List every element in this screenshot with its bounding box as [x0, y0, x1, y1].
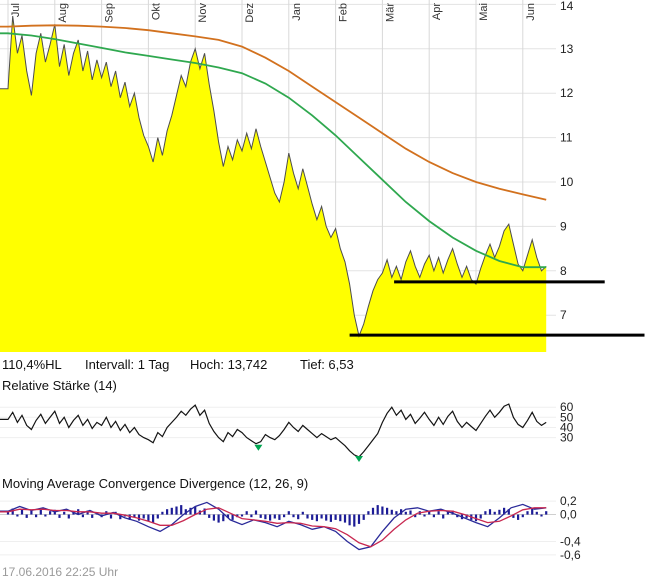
svg-text:-0,6: -0,6 — [560, 548, 581, 562]
info-bar: 110,4%HL Intervall: 1 Tag Hoch: 13,742 Tief… — [2, 357, 642, 373]
highlow-percent-label: 110,4%HL — [2, 357, 62, 372]
macd-chart[interactable]: 0,20,0 -0,4-0,6 — [0, 493, 645, 563]
svg-text:Okt: Okt — [150, 3, 162, 20]
svg-text:Dez: Dez — [244, 3, 256, 23]
svg-text:Apr: Apr — [431, 3, 443, 20]
interval-label: Intervall: 1 Tag — [85, 357, 170, 372]
svg-text:40: 40 — [560, 421, 574, 435]
svg-text:Jan: Jan — [291, 3, 303, 21]
svg-text:12: 12 — [560, 86, 574, 100]
svg-text:0,0: 0,0 — [560, 508, 577, 522]
svg-text:Feb: Feb — [338, 3, 350, 22]
svg-text:Mai: Mai — [478, 3, 490, 21]
svg-text:11: 11 — [560, 131, 573, 145]
low-value-label: Tief: 6,53 — [300, 357, 354, 372]
svg-text:14: 14 — [560, 0, 574, 13]
timestamp: 17.06.2016 22:25 Uhr — [2, 565, 119, 579]
svg-text:Mär: Mär — [384, 3, 396, 22]
svg-text:Aug: Aug — [57, 3, 69, 23]
svg-text:7: 7 — [560, 308, 567, 322]
svg-text:9: 9 — [560, 219, 567, 233]
svg-text:60: 60 — [560, 400, 574, 414]
svg-text:Jul: Jul — [10, 3, 22, 17]
high-value-label: Hoch: 13,742 — [190, 357, 268, 372]
svg-text:30: 30 — [560, 431, 574, 445]
svg-text:50: 50 — [560, 410, 574, 424]
svg-text:Sep: Sep — [104, 3, 116, 23]
svg-text:13: 13 — [560, 42, 574, 56]
svg-text:Nov: Nov — [197, 3, 209, 23]
price-chart[interactable]: Jul Aug Sep Okt Nov Dez Jan Feb Mär Apr Mai Jun 14 13… — [0, 0, 645, 353]
svg-text:10: 10 — [560, 175, 574, 189]
rsi-title: Relative Stärke (14) — [2, 378, 117, 393]
svg-text:-0,4: -0,4 — [560, 535, 581, 549]
macd-title: Moving Average Convergence Divergence (1… — [2, 476, 309, 491]
svg-text:Jun: Jun — [525, 3, 537, 21]
svg-text:0,2: 0,2 — [560, 494, 577, 508]
svg-text:8: 8 — [560, 264, 567, 278]
